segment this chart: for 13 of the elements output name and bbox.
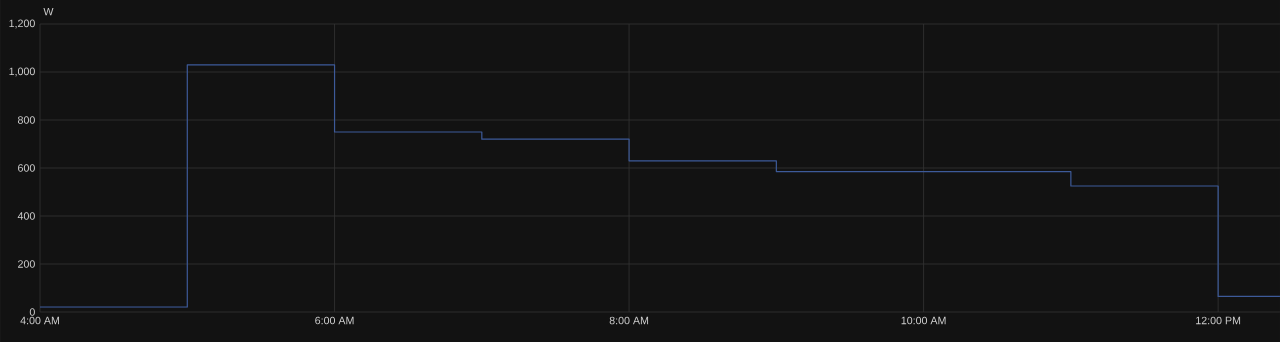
y-tick-label: 0 xyxy=(29,308,35,316)
x-tick-label: 4:00 AM xyxy=(20,316,59,325)
x-tick-label: 12:00 PM xyxy=(1196,316,1241,325)
y-tick-label: 1,000 xyxy=(9,67,35,77)
y-tick-label: 600 xyxy=(18,164,35,172)
y-tick-label: 1,200 xyxy=(9,19,35,29)
y-axis-title: W xyxy=(43,7,54,16)
x-tick-label: 8:00 AM xyxy=(609,316,649,325)
y-tick-label: 800 xyxy=(17,116,35,124)
y-tick-label: 200 xyxy=(18,260,35,268)
x-tick-label: 6:00 AM xyxy=(315,316,354,325)
y-tick-label: 400 xyxy=(17,212,35,220)
x-tick-label: 10:00 AM xyxy=(901,316,946,325)
